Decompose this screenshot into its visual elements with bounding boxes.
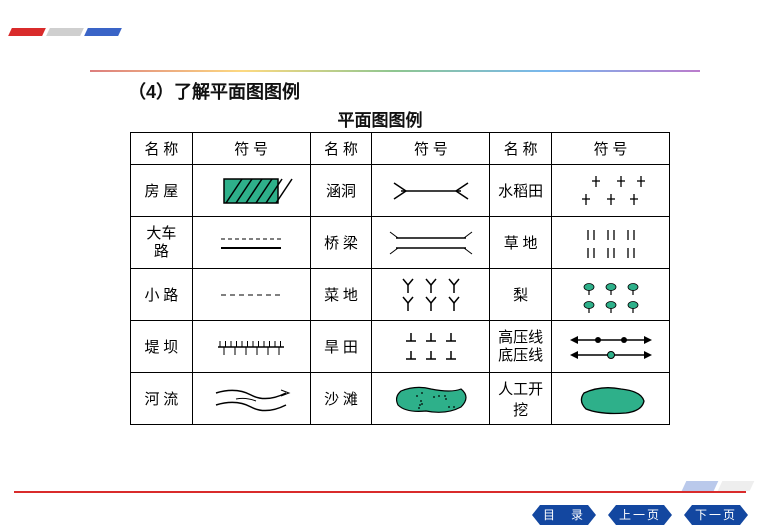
legend-symbol [192,269,310,321]
next-button[interactable]: 下一页 [684,505,748,525]
legend-table: 名 称 符 号 名 称 符 号 名 称 符 号 房 屋 涵洞 水稻田 大车路 桥 … [130,132,670,425]
legend-name: 水稻田 [490,165,552,217]
legend-symbol [192,217,310,269]
legend-symbol [372,217,490,269]
legend-symbol [552,217,670,269]
legend-symbol [192,165,310,217]
legend-symbol [372,373,490,425]
header-name: 名 称 [310,133,372,165]
next-label: 下一页 [695,508,737,522]
bottom-right-accent [684,481,754,495]
legend-symbol [552,321,670,373]
section-heading: （4）了解平面图图例 [128,78,300,104]
prev-label: 上一页 [619,508,661,522]
prev-button[interactable]: 上一页 [608,505,672,525]
legend-name: 桥 梁 [310,217,372,269]
legend-name: 菜 地 [310,269,372,321]
header-symbol: 符 号 [552,133,670,165]
header-symbol: 符 号 [192,133,310,165]
toc-button[interactable]: 目 录 [532,505,596,525]
legend-symbol [372,269,490,321]
legend-symbol [552,373,670,425]
legend-symbol [192,321,310,373]
legend-symbol [192,373,310,425]
legend-symbol [552,165,670,217]
toc-label: 目 录 [543,508,585,522]
legend-symbol [372,321,490,373]
legend-name: 河 流 [131,373,193,425]
header-name: 名 称 [131,133,193,165]
header-symbol: 符 号 [372,133,490,165]
legend-name: 房 屋 [131,165,193,217]
legend-name: 大车路 [131,217,193,269]
rainbow-divider [90,70,700,72]
legend-name: 沙 滩 [310,373,372,425]
top-accent [10,28,120,36]
legend-symbol [552,269,670,321]
bottom-red-line [14,491,746,493]
table-title: 平面图图例 [0,106,760,131]
legend-name: 堤 坝 [131,321,193,373]
legend-symbol [372,165,490,217]
header-name: 名 称 [490,133,552,165]
nav-bar: 目 录 上一页 下一页 [532,505,748,525]
legend-name: 旱 田 [310,321,372,373]
legend-name: 高压线底压线 [490,321,552,373]
legend-name: 人工开挖 [490,373,552,425]
legend-name: 涵洞 [310,165,372,217]
legend-name: 小 路 [131,269,193,321]
legend-name: 草 地 [490,217,552,269]
legend-name: 梨 [490,269,552,321]
